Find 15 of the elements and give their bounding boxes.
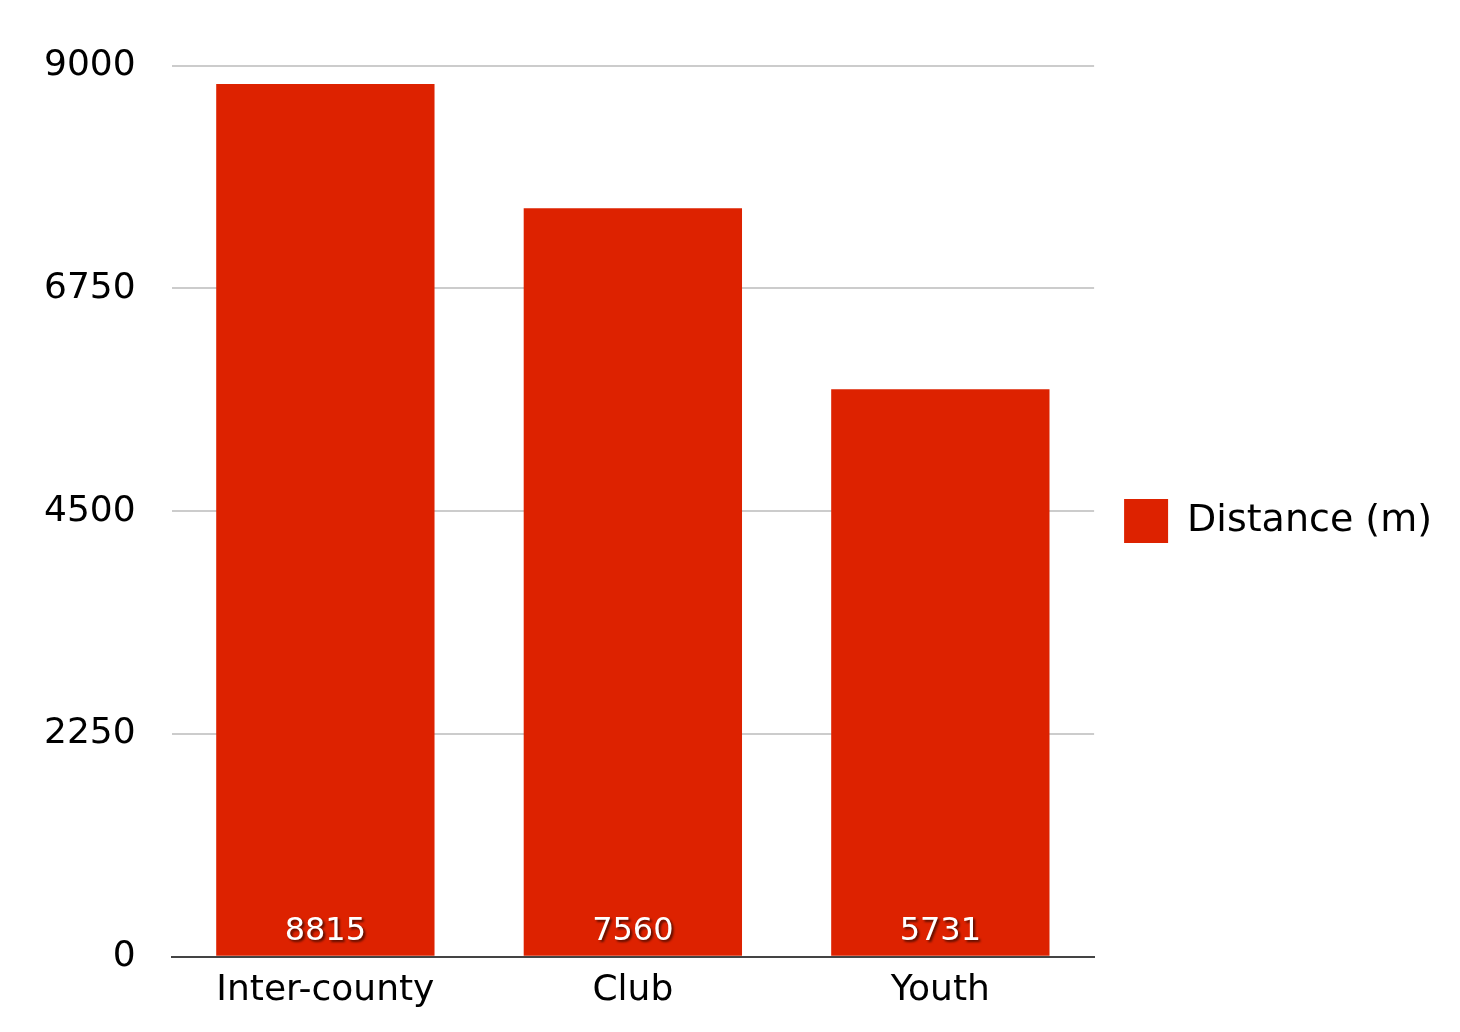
x-tick-label: Inter-county — [216, 966, 435, 1008]
y-tick-label: 9000 — [43, 41, 136, 83]
x-tick-label: Club — [592, 966, 674, 1008]
data-label: 5731 — [899, 910, 982, 949]
x-tick-label: Youth — [889, 966, 990, 1008]
y-tick-label: 4500 — [43, 487, 136, 529]
bar — [831, 389, 1050, 956]
data-label: 7560 — [592, 910, 674, 949]
bar — [523, 208, 743, 956]
bar — [216, 83, 435, 956]
y-tick-label: 2250 — [43, 710, 136, 752]
data-label: 8815 — [284, 910, 367, 949]
y-tick-label: 6750 — [43, 264, 136, 306]
y-tick-label: 0 — [112, 933, 136, 975]
legend-label: Distance (m) — [1187, 495, 1432, 540]
